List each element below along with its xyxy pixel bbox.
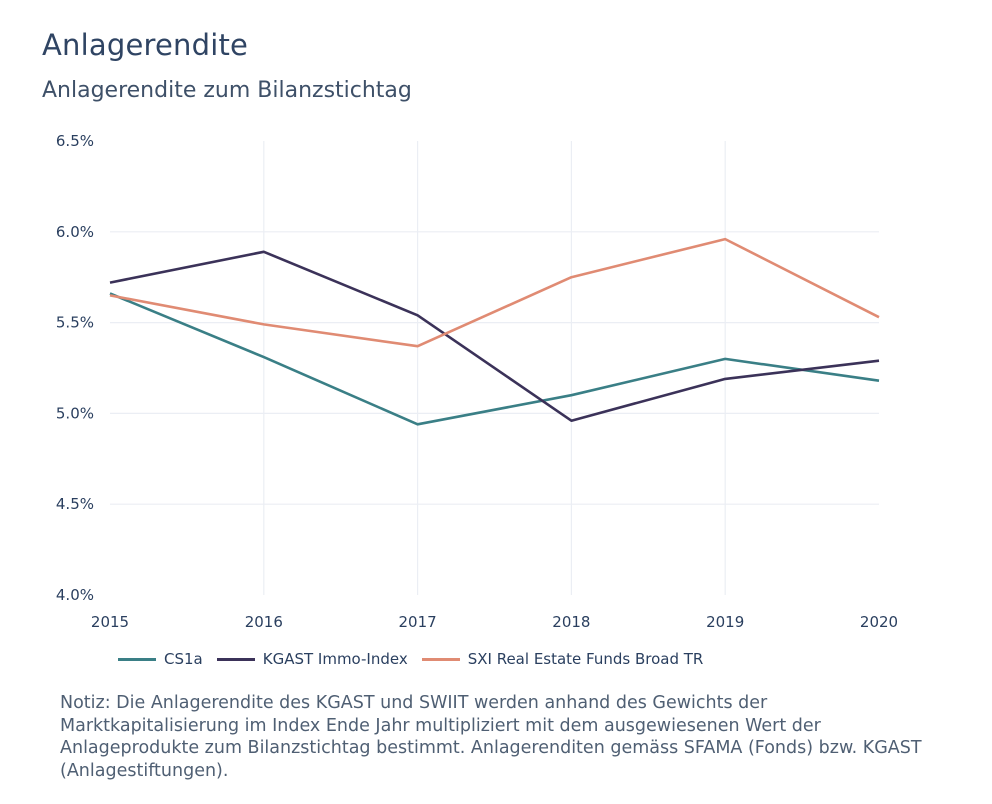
legend-swatch bbox=[421, 657, 460, 661]
x-axis-tick-labels: 2015 2016 2017 2018 2019 2020 bbox=[91, 613, 898, 631]
y-tick-label: 4.0% bbox=[56, 586, 94, 604]
series-lines bbox=[109, 237, 880, 426]
legend-item[interactable]: KGAST Immo-Index bbox=[216, 650, 408, 668]
legend-label: SXI Real Estate Funds Broad TR bbox=[467, 650, 704, 668]
chart-subtitle: Anlagerendite zum Bilanzstichtag bbox=[42, 78, 412, 103]
legend-label: CS1a bbox=[164, 650, 203, 668]
y-tick-label: 5.0% bbox=[56, 404, 94, 422]
y-axis-tick-labels: 4.0% 4.5% 5.0% 5.5% 6.0% 6.5% bbox=[56, 132, 94, 604]
y-tick-label: 4.5% bbox=[56, 495, 94, 513]
grid-lines bbox=[110, 141, 879, 595]
legend-item[interactable]: CS1a bbox=[118, 650, 203, 668]
line-chart: 4.0%4.5%5.0%5.5%6.0%6.5% 2015 2016 2017 201… bbox=[56, 132, 898, 631]
x-tick-label: 2020 bbox=[860, 613, 898, 631]
y-tick-label: 5.5% bbox=[56, 314, 94, 332]
y-tick-label: 6.0% bbox=[56, 223, 94, 241]
x-tick-label: 2016 bbox=[245, 613, 283, 631]
y-tick-label: 6.5% bbox=[56, 132, 94, 150]
legend-label: KGAST Immo-Index bbox=[262, 650, 408, 668]
chart-title: Anlagerendite bbox=[42, 28, 249, 62]
legend: CS1a KGAST Immo-Index SXI Real Estate Fund… bbox=[118, 650, 717, 668]
series-line-sxi-real-estate-funds-broad-tr[interactable] bbox=[109, 237, 880, 348]
legend-swatch bbox=[118, 657, 156, 661]
legend-swatch bbox=[216, 657, 255, 661]
x-tick-label: 2017 bbox=[399, 613, 437, 631]
footnote: Notiz: Die Anlagerendite des KGAST und S… bbox=[60, 693, 922, 781]
legend-item[interactable]: SXI Real Estate Funds Broad TR bbox=[421, 650, 704, 668]
series-line-kgast-immo-index[interactable] bbox=[109, 250, 880, 423]
x-tick-label: 2018 bbox=[552, 613, 590, 631]
x-tick-label: 2015 bbox=[91, 613, 129, 631]
series-line-cs1a[interactable] bbox=[109, 292, 880, 426]
x-tick-label: 2019 bbox=[706, 613, 744, 631]
